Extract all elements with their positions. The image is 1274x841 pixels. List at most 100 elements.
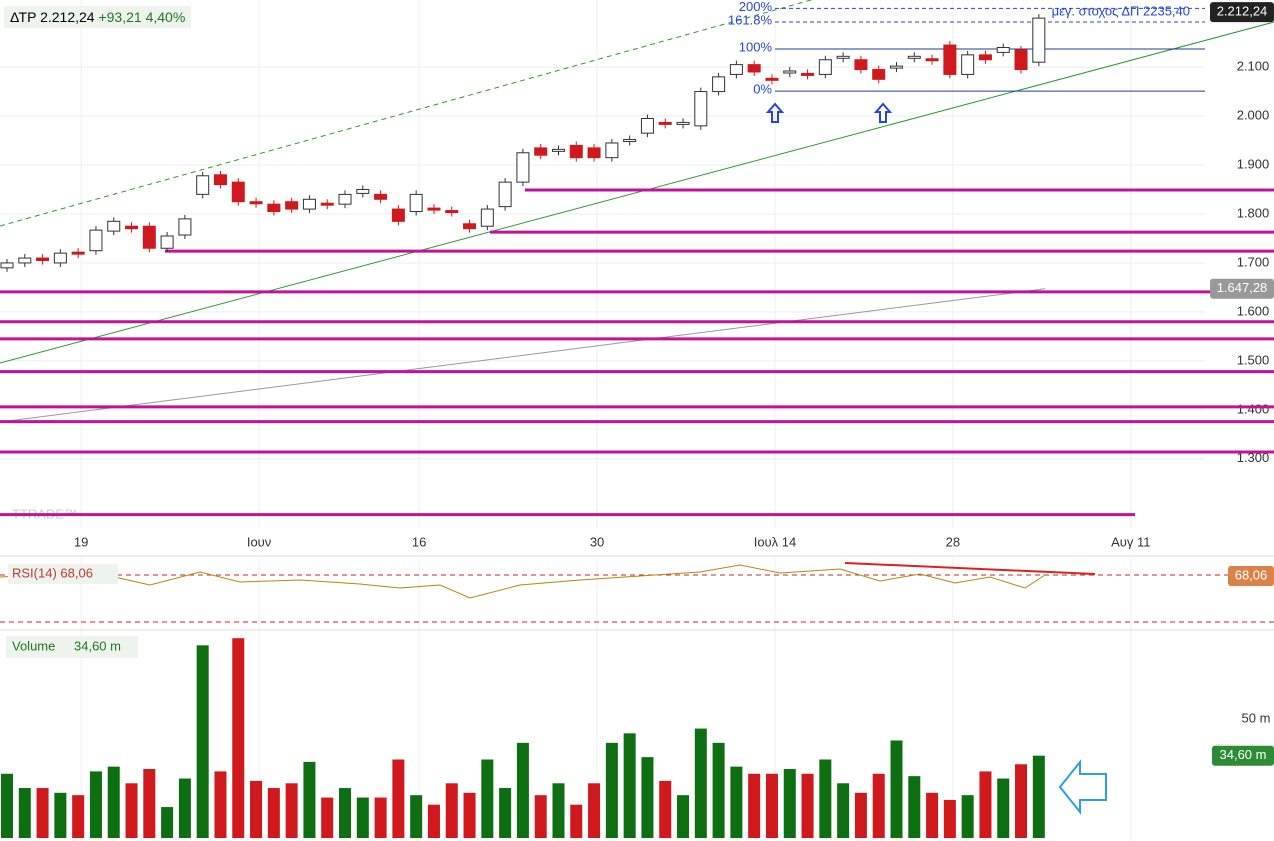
candle — [498, 181, 512, 208]
volume-bar — [961, 795, 974, 838]
candle — [818, 59, 832, 75]
last-price-box — [1210, 2, 1274, 23]
volume-value: 34,60 m — [74, 638, 121, 653]
volume-bar — [908, 776, 921, 838]
volume-bar — [730, 766, 743, 838]
last-price-label: 2.212,24 — [1217, 4, 1268, 19]
volume-bar — [872, 773, 885, 838]
x-tick-label: 30 — [590, 534, 604, 549]
candle — [783, 70, 797, 74]
candle — [694, 91, 708, 127]
volume-bar — [552, 783, 565, 838]
volume-bar — [694, 728, 707, 838]
x-tick-label: 28 — [946, 534, 960, 549]
candle — [1014, 49, 1028, 71]
candle — [178, 218, 192, 236]
candle — [107, 220, 121, 232]
volume-bar — [1032, 755, 1045, 838]
volume-bar — [18, 788, 31, 838]
arrow — [873, 102, 893, 123]
volume-bar — [481, 759, 494, 838]
volume-bar — [783, 769, 796, 838]
candle — [658, 121, 672, 125]
candle — [729, 64, 743, 75]
candle — [747, 64, 761, 73]
volume-bar — [36, 788, 49, 838]
candle — [1032, 17, 1046, 63]
volume-bar — [445, 783, 458, 838]
candle — [890, 65, 903, 69]
volume-bar — [677, 795, 690, 838]
volume-bar — [659, 780, 672, 838]
fib-label: 100% — [739, 39, 773, 54]
candle — [267, 203, 281, 213]
volume-bar — [374, 797, 387, 838]
volume-bar — [748, 773, 761, 838]
volume-bar — [427, 804, 440, 838]
candle — [676, 121, 690, 125]
rsi-label: RSI(14) 68,06 — [12, 565, 93, 580]
fib-label: 200% — [739, 0, 773, 14]
candle — [854, 59, 868, 71]
volume-bar — [303, 761, 316, 838]
volume-bar — [410, 795, 423, 838]
y-tick-label: 1.300 — [1237, 450, 1270, 465]
volume-bar — [356, 797, 369, 838]
volume-bar — [926, 792, 939, 838]
target-label: μεγ. στοχος ΔΠ 2235,40 — [1052, 3, 1190, 18]
candle — [961, 54, 975, 75]
y-tick-label: 1.400 — [1237, 401, 1270, 416]
volume-bar — [623, 733, 636, 838]
ma-label: 1.647,28 — [1217, 280, 1268, 295]
volume-bar — [392, 759, 405, 838]
volume-bar — [819, 759, 832, 838]
candle — [196, 175, 210, 195]
ma-box — [1210, 278, 1274, 299]
volume-bar — [712, 742, 725, 838]
volume-label: Volume — [12, 638, 55, 653]
fib-label: 161.8% — [728, 12, 773, 27]
candle — [374, 193, 388, 200]
volume-bar — [250, 780, 263, 838]
volume-last-label: 34,60 m — [1220, 747, 1267, 762]
candle — [978, 54, 992, 61]
rsi-line — [0, 564, 1046, 599]
arrow — [765, 102, 785, 123]
candle — [996, 46, 1010, 53]
volume-bar — [570, 804, 583, 838]
volume-bar — [1015, 764, 1028, 838]
volume-bar — [214, 771, 227, 838]
volume-bar — [765, 773, 778, 838]
volume-bar — [837, 783, 850, 838]
volume-bar — [641, 757, 654, 838]
rsi-value: 68,06 — [1235, 567, 1268, 582]
y-tick-label: 1.900 — [1237, 156, 1270, 171]
candle — [551, 148, 565, 152]
candle — [765, 77, 779, 81]
change-pct: 4,40% — [145, 9, 186, 25]
candle — [907, 55, 921, 59]
candle — [213, 174, 227, 186]
candle — [925, 58, 939, 62]
y-tick-label: 1.600 — [1237, 303, 1270, 318]
candle — [836, 55, 850, 59]
y-tick-label: 1.700 — [1237, 254, 1270, 269]
volume-bar — [339, 788, 352, 838]
volume-bar — [1, 773, 13, 838]
candle — [391, 208, 405, 222]
candle — [125, 225, 139, 230]
candle — [302, 198, 316, 210]
volume-bar — [997, 778, 1010, 838]
volume-bar — [854, 792, 867, 838]
candle — [71, 251, 85, 255]
x-axis-band — [0, 528, 1274, 558]
volume-bar — [890, 740, 903, 838]
candle — [623, 139, 637, 143]
trend-channel — [0, 0, 813, 227]
candle — [36, 257, 50, 261]
candle — [427, 207, 441, 211]
x-tick-label: Ιουν — [247, 534, 271, 549]
volume-bar — [178, 778, 191, 838]
candle — [338, 193, 352, 205]
